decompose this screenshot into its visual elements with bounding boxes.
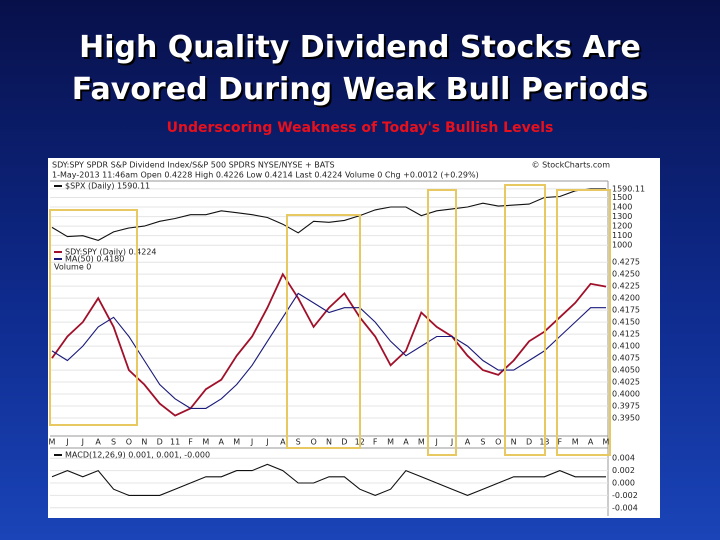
x-tick-label: M [572,438,579,447]
y-tick-label: 0.4100 [612,342,640,351]
legend-text: MA(50) 0.4180 [65,255,124,264]
y-tick-label: 1300 [612,212,632,221]
legend-text: $SPX (Daily) 1590.11 [65,182,150,191]
x-tick-label: M [202,438,209,447]
x-tick-label: J [65,438,68,447]
series-line [51,463,606,496]
y-tick-label: 0.4175 [612,306,640,315]
x-tick-label: O [126,438,132,447]
x-tick-label: M [49,438,56,447]
x-tick-label: D [526,438,532,447]
legend-text: Volume 0 [54,263,91,272]
y-tick-label: 0.4200 [612,294,640,303]
y-tick-label: 1590.11 [612,184,645,193]
y-tick-label: 0.3975 [612,402,640,411]
slide-title: High Quality Dividend Stocks Are [79,30,641,65]
x-tick-label: N [141,438,147,447]
x-tick-label: M [387,438,394,447]
y-tick-label: 0.3950 [612,414,640,423]
y-tick-label: 0.002 [612,466,635,475]
x-tick-label: F [373,438,378,447]
y-tick-label: 1000 [612,241,632,250]
chart-symbol: SDY:SPY SPDR S&P Dividend Index/S&P 500 … [52,161,335,170]
x-tick-label: M [603,438,610,447]
x-tick-label: 12 [355,438,365,447]
x-tick-label: A [403,438,409,447]
x-tick-label: O [495,438,501,447]
x-tick-label: F [558,438,563,447]
slide-title: Favored During Weak Bull Periods [71,72,649,107]
y-tick-label: 0.4225 [612,282,640,291]
x-tick-label: 11 [170,438,180,447]
x-tick-label: J [435,438,438,447]
x-tick-label: A [95,438,101,447]
y-tick-label: 0.000 [612,479,635,488]
y-tick-label: 0.4075 [612,354,640,363]
slide-subtitle: Underscoring Weakness of Today's Bullish… [166,120,554,136]
y-tick-label: 0.4275 [612,258,640,267]
y-tick-label: 0.4000 [612,390,640,399]
x-tick-label: N [511,438,517,447]
x-tick-label: J [250,438,253,447]
x-tick-label: D [157,438,163,447]
x-tick-label: 13 [539,438,549,447]
x-tick-label: S [480,438,485,447]
y-tick-label: -0.004 [612,503,638,512]
y-tick-label: 0.4125 [612,330,640,339]
x-tick-label: J [450,438,453,447]
x-tick-label: A [588,438,594,447]
x-tick-label: S [296,438,301,447]
x-tick-label: N [326,438,332,447]
y-tick-label: 0.4050 [612,366,640,375]
y-tick-label: 0.004 [612,454,635,463]
x-tick-label: J [81,438,84,447]
y-tick-label: -0.002 [612,491,638,500]
legend-text: MACD(12,26,9) 0.001, 0.001, -0.000 [65,451,210,460]
x-tick-label: M [233,438,240,447]
y-tick-label: 0.4025 [612,378,640,387]
y-tick-label: 1400 [612,203,632,212]
chart-source: © StockCharts.com [532,161,611,170]
x-tick-label: A [280,438,286,447]
x-tick-label: F [188,438,193,447]
x-tick-label: M [418,438,425,447]
x-tick-label: D [341,438,347,447]
chart-background [48,158,660,518]
y-tick-label: 1100 [612,231,632,240]
y-tick-label: 0.4250 [612,270,640,279]
x-tick-label: A [219,438,225,447]
chart-quote: 1-May-2013 11:46am Open 0.4228 High 0.42… [52,171,479,180]
x-tick-label: J [265,438,268,447]
x-tick-label: S [111,438,116,447]
y-tick-label: 0.4150 [612,318,640,327]
x-tick-label: A [465,438,471,447]
y-tick-label: 1200 [612,222,632,231]
x-tick-label: O [310,438,316,447]
y-tick-label: 1500 [612,193,632,202]
